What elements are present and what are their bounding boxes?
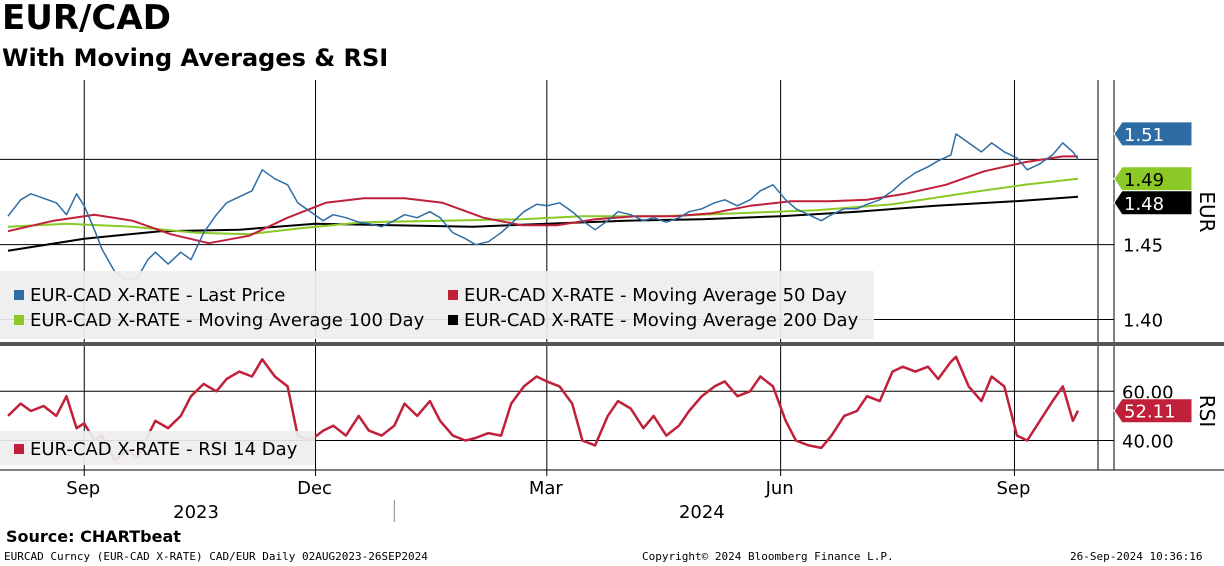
- rsi-legend-swatch: [14, 444, 24, 454]
- ma100-current-tag-box: [1113, 166, 1193, 192]
- legend-swatch-0: [14, 290, 24, 300]
- price-y-axis-title: EUR: [1195, 191, 1219, 232]
- ma200-current-tag: 1.48: [1113, 190, 1193, 216]
- year-label-0: 2023: [173, 502, 219, 523]
- source-label: Source: CHARTbeat: [6, 527, 181, 546]
- x-tick-label-1: Dec: [297, 478, 332, 499]
- price-current-tag-text: 1.51: [1124, 125, 1164, 146]
- price-y-tick-label-1: 1.40: [1123, 311, 1163, 332]
- rsi-y-tick-label-0: 60.00: [1122, 382, 1174, 403]
- ma100-current-tag-text: 1.49: [1124, 170, 1164, 191]
- year-label-1: 2024: [679, 502, 725, 523]
- x-tick-label-4: Sep: [996, 478, 1030, 499]
- legend-swatch-2: [14, 315, 24, 325]
- legend-label-3: EUR-CAD X-RATE - Moving Average 200 Day: [464, 310, 859, 331]
- ma50-line: [7, 155, 1078, 245]
- legend-swatch-1: [448, 290, 458, 300]
- x-tick-label-0: Sep: [66, 478, 100, 499]
- legend-label-0: EUR-CAD X-RATE - Last Price: [30, 285, 285, 306]
- x-tick-label-3: Jun: [765, 478, 794, 499]
- ma100-current-tag: 1.49: [1113, 166, 1193, 192]
- ma200-current-tag-text: 1.48: [1124, 194, 1164, 215]
- rsi-y-axis-title: RSI: [1195, 395, 1219, 428]
- price-y-tick-label-0: 1.45: [1123, 236, 1163, 257]
- price-legend-bg: [0, 271, 874, 339]
- panel-separator: [0, 342, 1224, 346]
- legend-label-1: EUR-CAD X-RATE - Moving Average 50 Day: [464, 285, 847, 306]
- legend-swatch-3: [448, 315, 458, 325]
- chart-subtitle: With Moving Averages & RSI: [2, 44, 389, 72]
- rsi-legend-label: EUR-CAD X-RATE - RSI 14 Day: [30, 439, 298, 460]
- price-line: [7, 133, 1079, 282]
- price-current-tag: 1.51: [1113, 121, 1193, 147]
- rsi-current-tag: 52.11: [1113, 398, 1193, 424]
- x-tick-label-2: Mar: [529, 478, 564, 499]
- rsi-line: [7, 355, 1080, 462]
- ma200-current-tag-box: [1113, 190, 1193, 216]
- rsi-current-tag-text: 52.11: [1124, 402, 1176, 423]
- rsi-current-tag-box: [1113, 398, 1193, 424]
- footer-ticker-info: EURCAD Curncy (EUR-CAD X-RATE) CAD/EUR D…: [4, 550, 428, 563]
- rsi-legend-bg: [0, 431, 315, 465]
- chart-title: EUR/CAD: [2, 0, 171, 38]
- ma200-line: [7, 195, 1079, 252]
- rsi-y-tick-label-1: 40.00: [1122, 431, 1174, 452]
- legend-label-2: EUR-CAD X-RATE - Moving Average 100 Day: [30, 310, 425, 331]
- footer-copyright: Copyright© 2024 Bloomberg Finance L.P.: [642, 550, 894, 563]
- price-current-tag-box: [1113, 121, 1193, 147]
- ma100-line: [7, 177, 1079, 236]
- footer-timestamp: 26-Sep-2024 10:36:16: [1070, 550, 1203, 563]
